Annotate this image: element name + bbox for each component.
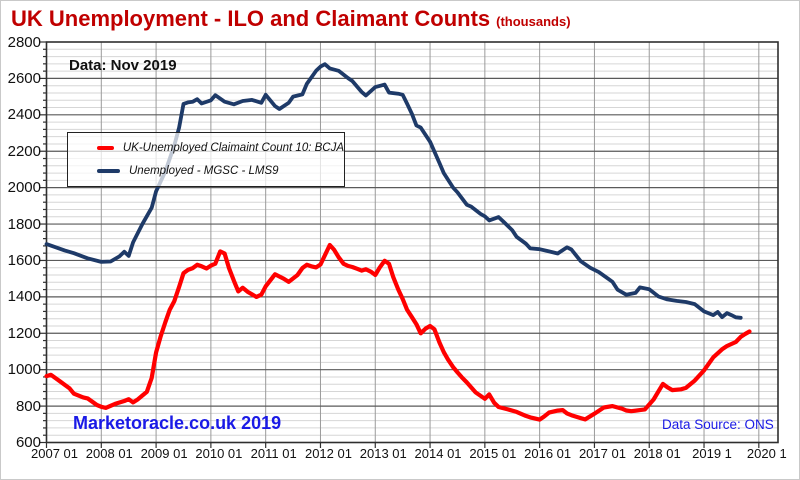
x-axis-tick-label: 2009 01: [140, 446, 188, 461]
y-axis-tick-label: 800: [15, 397, 41, 415]
y-axis-tick-label: 2600: [7, 69, 41, 87]
y-axis-tick-label: 2200: [7, 142, 41, 160]
x-axis-tick-label: 2007 01: [31, 446, 78, 461]
x-axis-tick-label: 2012 01: [304, 446, 352, 461]
data-source-label: Data Source: ONS: [662, 417, 774, 432]
x-axis-tick-label: 2019 1: [692, 446, 732, 461]
y-axis-tick-label: 1000: [7, 361, 41, 379]
y-axis-tick-label: 600: [15, 434, 41, 451]
watermark: Marketoracle.co.uk 2019: [73, 413, 282, 433]
ilo-line-swatch: [97, 169, 120, 173]
claimant-count-line: [44, 242, 752, 422]
y-axis-tick-label: 1800: [7, 215, 41, 233]
x-axis-tick-label: 2011 01: [250, 446, 297, 461]
x-axis-tick-label: 2015 01: [469, 446, 517, 461]
data-date-annotation: Data: Nov 2019: [69, 57, 177, 74]
y-axis-tick-label: 1400: [7, 288, 41, 306]
x-axis-tick-label: 2008 01: [85, 446, 133, 461]
legend-entry-claimant: UK-Unemployed Claimaint Count 10: BCJA: [68, 142, 344, 154]
x-axis-tick-label: 2016 01: [524, 446, 572, 461]
y-axis-tick-label: 1600: [7, 251, 41, 269]
x-axis-tick-label: 2014 01: [414, 446, 462, 461]
chart-title-text: UK Unemployment - ILO and Claimant Count…: [11, 6, 491, 31]
chart-title-units: (thousands): [496, 14, 571, 29]
y-axis-tick-label: 2000: [7, 179, 41, 197]
y-axis-tick-label: 2800: [7, 33, 41, 51]
y-axis-tick-label: 2400: [7, 106, 41, 124]
x-axis-tick-label: 2017 01: [578, 446, 626, 461]
x-axis-tick-label: 2010 01: [195, 446, 243, 461]
x-axis-tick-label: 2013 01: [359, 446, 407, 461]
chart-title: UK Unemployment - ILO and Claimant Count…: [11, 6, 571, 32]
claimant-line-swatch: [97, 146, 114, 151]
legend-label-ilo: Unemployed - MGSC - LMS9: [129, 164, 279, 177]
legend-label-claimant: UK-Unemployed Claimaint Count 10: BCJA: [122, 142, 344, 155]
legend: UK-Unemployed Claimaint Count 10: BCJA U…: [67, 132, 345, 187]
y-axis-tick-label: 1200: [7, 324, 41, 342]
legend-entry-ilo: Unemployed - MGSC - LMS9: [68, 165, 344, 177]
x-axis-tick-label: 2020 1: [746, 446, 787, 461]
x-axis-tick-label: 2018 01: [633, 446, 681, 461]
